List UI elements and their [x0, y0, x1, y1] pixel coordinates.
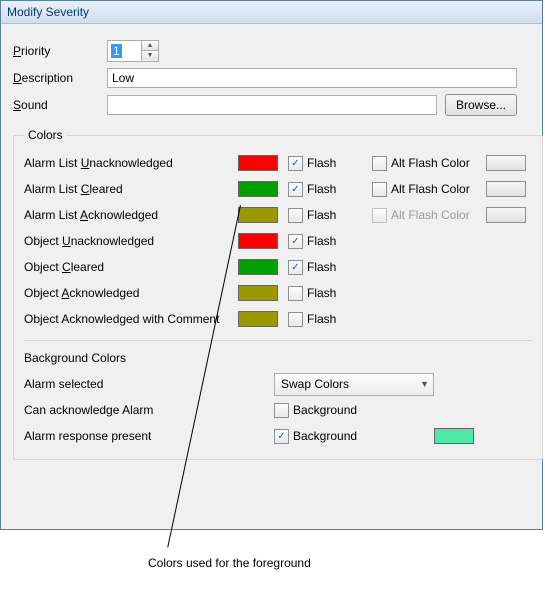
- color-row: Object Acknowledged with Comment Flash: [24, 306, 532, 332]
- flash-checkbox[interactable]: Flash: [288, 286, 368, 301]
- alt-flash-checkbox: Alt Flash Color: [372, 208, 482, 223]
- foreground-color-swatch[interactable]: [238, 259, 278, 275]
- background-colors-group: Background Colors Alarm selected Swap Co…: [24, 340, 532, 449]
- color-row-label: Object Cleared: [24, 260, 234, 274]
- chevron-down-icon: ▼: [420, 379, 429, 389]
- description-label: Description: [13, 71, 107, 85]
- color-row-label: Object Unacknowledged: [24, 234, 234, 248]
- flash-checkbox[interactable]: Flash: [288, 312, 368, 327]
- color-row: Object Acknowledged Flash: [24, 280, 532, 306]
- foreground-color-swatch[interactable]: [238, 155, 278, 171]
- flash-checkbox[interactable]: ✓Flash: [288, 260, 368, 275]
- color-row-label: Alarm List Cleared: [24, 182, 234, 196]
- priority-value[interactable]: 1: [107, 40, 141, 62]
- browse-button[interactable]: Browse...: [445, 94, 517, 116]
- color-row: Alarm List Acknowledged Flash Alt Flash Co…: [24, 202, 532, 228]
- alt-flash-checkbox[interactable]: Alt Flash Color: [372, 156, 482, 171]
- color-row-label: Alarm List Unacknowledged: [24, 156, 234, 170]
- resp-background-checkbox[interactable]: ✓ Background: [274, 429, 434, 444]
- color-row: Alarm List Cleared ✓Flash Alt Flash Color: [24, 176, 532, 202]
- resp-present-label: Alarm response present: [24, 429, 274, 443]
- flash-checkbox[interactable]: ✓Flash: [288, 156, 368, 171]
- description-input[interactable]: [107, 68, 517, 88]
- alt-flash-color-swatch[interactable]: [486, 207, 526, 223]
- priority-down-button[interactable]: ▼: [142, 51, 158, 60]
- flash-checkbox[interactable]: Flash: [288, 208, 368, 223]
- colors-group: Colors Alarm List Unacknowledged✓FlashAl…: [13, 128, 543, 460]
- foreground-color-swatch[interactable]: [238, 285, 278, 301]
- color-row: Object Unacknowledged ✓Flash: [24, 228, 532, 254]
- alarm-selected-combo[interactable]: Swap Colors ▼: [274, 373, 434, 396]
- resp-color-swatch[interactable]: [434, 428, 474, 444]
- background-colors-legend: Background Colors: [24, 351, 532, 365]
- color-row-label: Object Acknowledged: [24, 286, 234, 300]
- color-row: Alarm List Unacknowledged ✓Flash Alt Flash…: [24, 150, 532, 176]
- sound-input[interactable]: [107, 95, 437, 115]
- foreground-color-swatch[interactable]: [238, 181, 278, 197]
- foreground-color-swatch[interactable]: [238, 207, 278, 223]
- alt-flash-checkbox[interactable]: Alt Flash Color: [372, 182, 482, 197]
- foreground-color-swatch[interactable]: [238, 233, 278, 249]
- sound-label: Sound: [13, 98, 107, 112]
- color-row-label: Object Acknowledged with Comment: [24, 312, 234, 326]
- flash-checkbox[interactable]: ✓Flash: [288, 182, 368, 197]
- alarm-selected-label: Alarm selected: [24, 377, 274, 391]
- priority-spinner[interactable]: 1 ▲ ▼: [107, 40, 159, 62]
- foreground-color-swatch[interactable]: [238, 311, 278, 327]
- priority-label: Priority: [13, 44, 107, 58]
- window-title: Modify Severity: [1, 1, 542, 24]
- modify-severity-window: Modify Severity Priority 1 ▲ ▼ Descripti…: [0, 0, 543, 530]
- color-row: Object Cleared ✓Flash: [24, 254, 532, 280]
- client-area: Priority 1 ▲ ▼ Description Sound Browse.…: [1, 24, 542, 480]
- priority-up-button[interactable]: ▲: [142, 41, 158, 51]
- flash-checkbox[interactable]: ✓Flash: [288, 234, 368, 249]
- can-ack-label: Can acknowledge Alarm: [24, 403, 274, 417]
- alt-flash-color-swatch[interactable]: [486, 155, 526, 171]
- color-row-label: Alarm List Acknowledged: [24, 208, 234, 222]
- can-ack-background-checkbox[interactable]: Background: [274, 403, 434, 418]
- colors-legend: Colors: [24, 128, 67, 142]
- callout-foreground-colors: Colors used for the foreground: [140, 550, 426, 607]
- alt-flash-color-swatch[interactable]: [486, 181, 526, 197]
